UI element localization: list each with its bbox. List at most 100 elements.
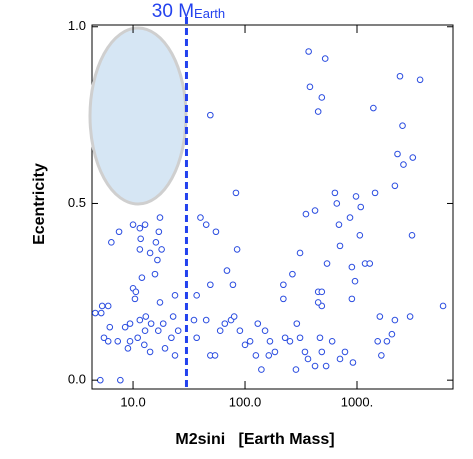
point bbox=[351, 277, 359, 285]
point bbox=[147, 320, 155, 327]
point bbox=[136, 316, 144, 324]
point bbox=[134, 334, 141, 342]
point bbox=[374, 337, 381, 345]
y-axis-label: Ecentricity bbox=[31, 163, 48, 245]
point bbox=[289, 270, 296, 278]
point bbox=[271, 348, 279, 356]
point bbox=[314, 108, 322, 115]
point bbox=[115, 228, 123, 236]
point bbox=[376, 313, 384, 320]
point bbox=[348, 263, 356, 271]
point bbox=[142, 313, 150, 320]
point bbox=[302, 210, 310, 218]
y-tick-label: 0.0 bbox=[68, 372, 86, 387]
point bbox=[352, 193, 360, 200]
point bbox=[388, 330, 396, 338]
point bbox=[252, 352, 260, 359]
x-tick-label: 10.0 bbox=[120, 394, 145, 409]
point bbox=[100, 334, 108, 342]
point bbox=[341, 348, 349, 356]
point bbox=[121, 323, 129, 331]
point bbox=[193, 334, 200, 342]
point bbox=[281, 334, 289, 342]
point bbox=[223, 267, 231, 274]
point bbox=[406, 313, 414, 320]
point bbox=[311, 362, 319, 370]
point bbox=[305, 48, 312, 55]
point bbox=[331, 189, 339, 197]
point bbox=[168, 334, 175, 342]
point bbox=[138, 274, 146, 281]
point bbox=[159, 320, 167, 327]
point bbox=[156, 214, 164, 221]
point bbox=[378, 352, 385, 359]
point bbox=[306, 83, 314, 91]
point bbox=[266, 337, 274, 345]
point bbox=[323, 260, 331, 267]
point bbox=[98, 302, 106, 310]
point bbox=[357, 203, 365, 211]
point bbox=[97, 309, 105, 317]
point bbox=[146, 249, 154, 257]
point bbox=[129, 221, 137, 228]
point bbox=[318, 94, 326, 101]
point bbox=[221, 320, 229, 327]
point bbox=[156, 299, 164, 306]
point bbox=[152, 239, 160, 246]
point bbox=[158, 246, 165, 253]
point bbox=[246, 337, 254, 345]
point bbox=[301, 348, 309, 356]
point bbox=[258, 366, 265, 373]
point bbox=[233, 246, 241, 253]
point bbox=[261, 327, 269, 334]
threshold-label-main: 30 M bbox=[152, 1, 194, 22]
point bbox=[136, 224, 144, 232]
point bbox=[311, 207, 319, 214]
point bbox=[371, 189, 379, 197]
point bbox=[318, 288, 326, 296]
point bbox=[146, 348, 154, 356]
point bbox=[304, 355, 312, 363]
point bbox=[348, 295, 356, 303]
point bbox=[265, 352, 273, 359]
x-axis-label: M2sini [Earth Mass] bbox=[175, 431, 334, 448]
point bbox=[211, 352, 219, 359]
point bbox=[169, 313, 177, 320]
point bbox=[212, 228, 220, 236]
point bbox=[136, 246, 144, 253]
y-tick-label: 1.0 bbox=[68, 18, 86, 33]
point bbox=[114, 337, 122, 345]
x-tick-label: 100.0 bbox=[229, 394, 262, 409]
point bbox=[174, 327, 182, 334]
point bbox=[241, 341, 249, 349]
y-tick-label: 0.5 bbox=[68, 195, 86, 210]
point bbox=[416, 76, 424, 84]
point bbox=[190, 316, 198, 324]
point bbox=[207, 111, 214, 119]
point bbox=[126, 320, 134, 327]
point bbox=[108, 239, 115, 246]
point bbox=[202, 316, 210, 324]
point bbox=[394, 150, 401, 158]
point bbox=[207, 281, 214, 289]
point bbox=[151, 270, 159, 278]
point bbox=[230, 313, 238, 320]
point bbox=[155, 228, 163, 236]
point bbox=[318, 348, 326, 356]
point bbox=[292, 366, 300, 373]
point bbox=[124, 345, 132, 352]
point bbox=[140, 341, 148, 349]
point bbox=[117, 376, 124, 384]
point bbox=[333, 200, 341, 207]
point bbox=[356, 231, 364, 239]
point bbox=[293, 320, 301, 327]
point bbox=[141, 327, 149, 334]
point bbox=[91, 309, 99, 317]
point bbox=[126, 337, 134, 345]
point bbox=[366, 260, 374, 267]
point bbox=[216, 327, 224, 334]
point bbox=[314, 299, 322, 306]
point bbox=[193, 292, 200, 299]
point bbox=[439, 302, 447, 310]
point bbox=[349, 359, 357, 366]
